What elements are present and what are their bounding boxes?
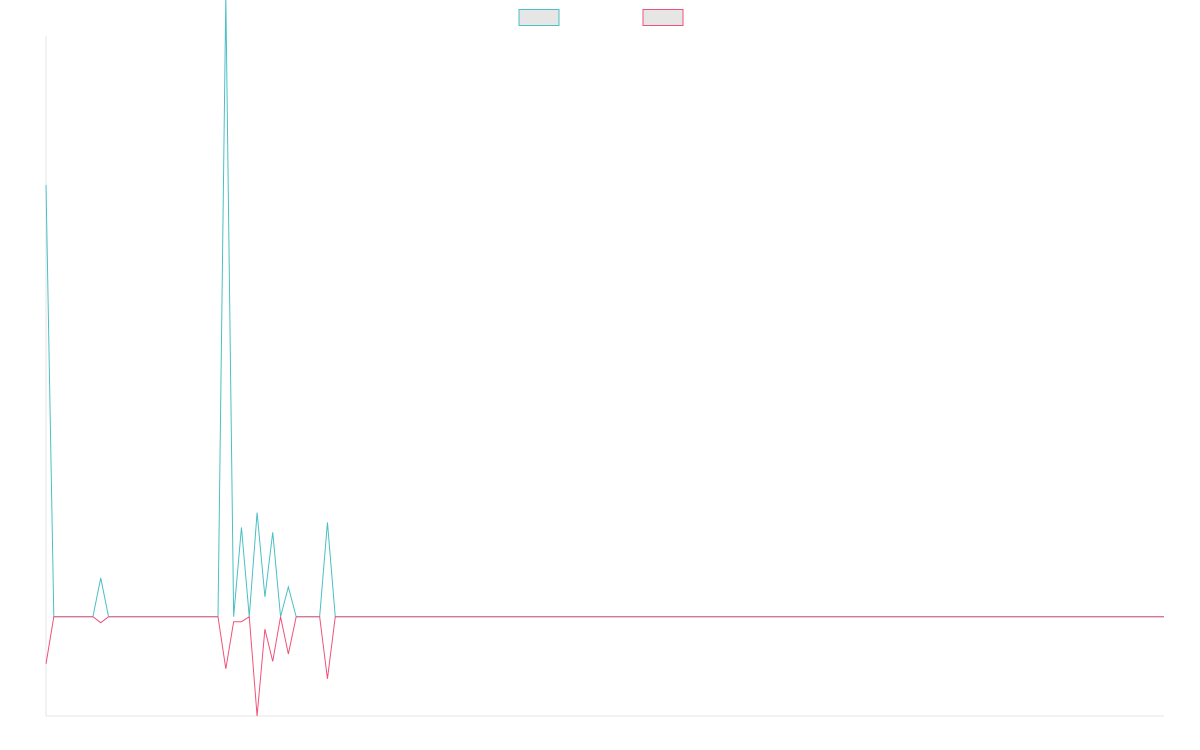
- chart-axes: [45, 36, 1164, 717]
- legend-swatch-1: [518, 9, 560, 26]
- series-line-1: [45, 0, 1164, 618]
- plot-area: [45, 0, 1164, 717]
- series-line-2: [45, 615, 1164, 717]
- chart-legend: [518, 9, 684, 26]
- legend-swatch-2: [642, 9, 684, 26]
